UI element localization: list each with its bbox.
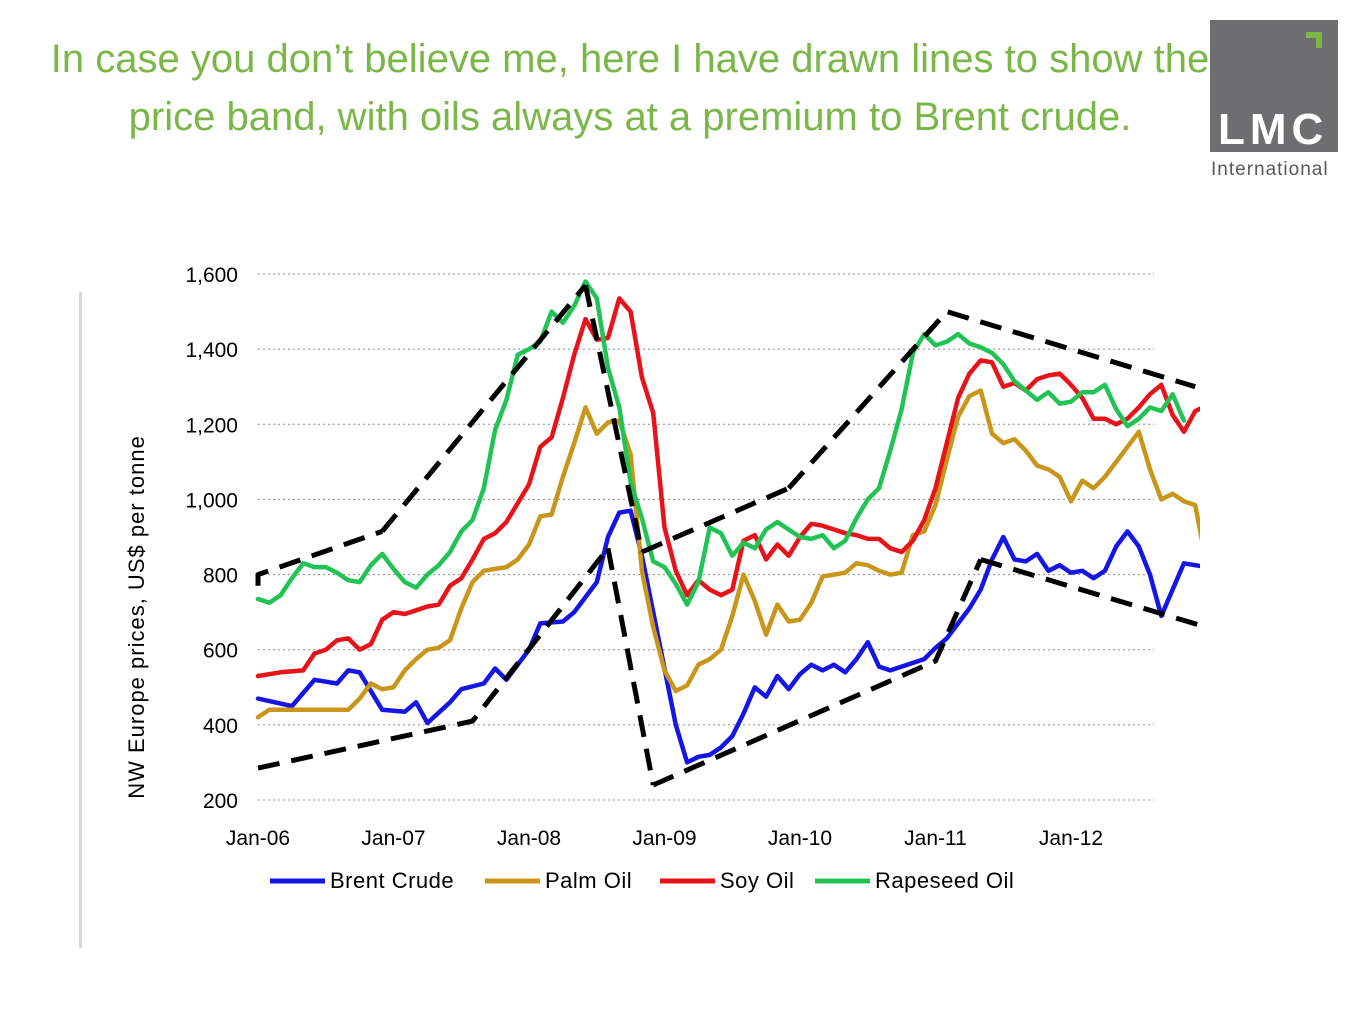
x-tick-label: Jan-08	[497, 827, 561, 850]
x-tick-label: Jan-11	[904, 827, 967, 850]
y-tick-label: 800	[203, 565, 238, 588]
divider-line	[79, 292, 82, 948]
logo-subtext: International	[1211, 159, 1329, 180]
x-tick-label: Jan-09	[632, 827, 696, 850]
legend-label: Soy Oil	[720, 868, 794, 893]
y-tick-label: 1,000	[185, 489, 238, 512]
price-band-line	[786, 309, 1196, 490]
slide-title: In case you don’t believe me, here I hav…	[50, 37, 1210, 139]
y-tick-label: 600	[203, 640, 238, 663]
x-tick-label: Jan-07	[361, 827, 425, 850]
price-band-line	[640, 485, 790, 555]
price-band-line	[652, 558, 983, 788]
y-tick-label: 1,200	[185, 414, 238, 437]
logo-corner-mark	[1306, 32, 1322, 48]
y-tick-label: 400	[203, 715, 238, 738]
y-tick-label: 1,600	[185, 264, 238, 287]
legend-item: Palm Oil	[485, 868, 632, 893]
price-band-line	[257, 546, 610, 771]
y-axis-label: NW Europe prices, US$ per tonne	[124, 435, 149, 799]
y-tick-label: 200	[203, 790, 238, 813]
series-line-rapeseed-oil	[255, 279, 1187, 607]
price-band-line	[255, 529, 384, 586]
price-chart: 200 400 600 800 1,000 1,200 1,400 1,600 Jan-06 Ja…	[124, 264, 1200, 893]
x-tick-label: Jan-06	[226, 827, 290, 850]
price-band-line	[605, 547, 656, 786]
series-line-soy-oil	[255, 296, 1200, 679]
x-tick-label: Jan-10	[768, 827, 832, 850]
lmc-logo: LMC International	[1210, 20, 1338, 180]
legend-item: Rapeseed Oil	[815, 868, 1014, 893]
price-band-line	[380, 283, 588, 533]
legend-label: Brent Crude	[330, 868, 454, 893]
legend-label: Rapeseed Oil	[875, 868, 1014, 893]
series-line-palm-oil	[255, 388, 1200, 720]
price-band-line	[979, 557, 1200, 628]
y-tick-label: 1,400	[185, 339, 238, 362]
legend-item: Soy Oil	[660, 868, 794, 893]
legend-label: Palm Oil	[545, 868, 632, 893]
x-tick-label: Jan-12	[1039, 827, 1103, 850]
legend-item: Brent Crude	[270, 868, 454, 893]
price-band-line	[583, 284, 645, 553]
logo-text: LMC	[1218, 105, 1329, 154]
series-line-brent-crude	[255, 508, 1200, 765]
